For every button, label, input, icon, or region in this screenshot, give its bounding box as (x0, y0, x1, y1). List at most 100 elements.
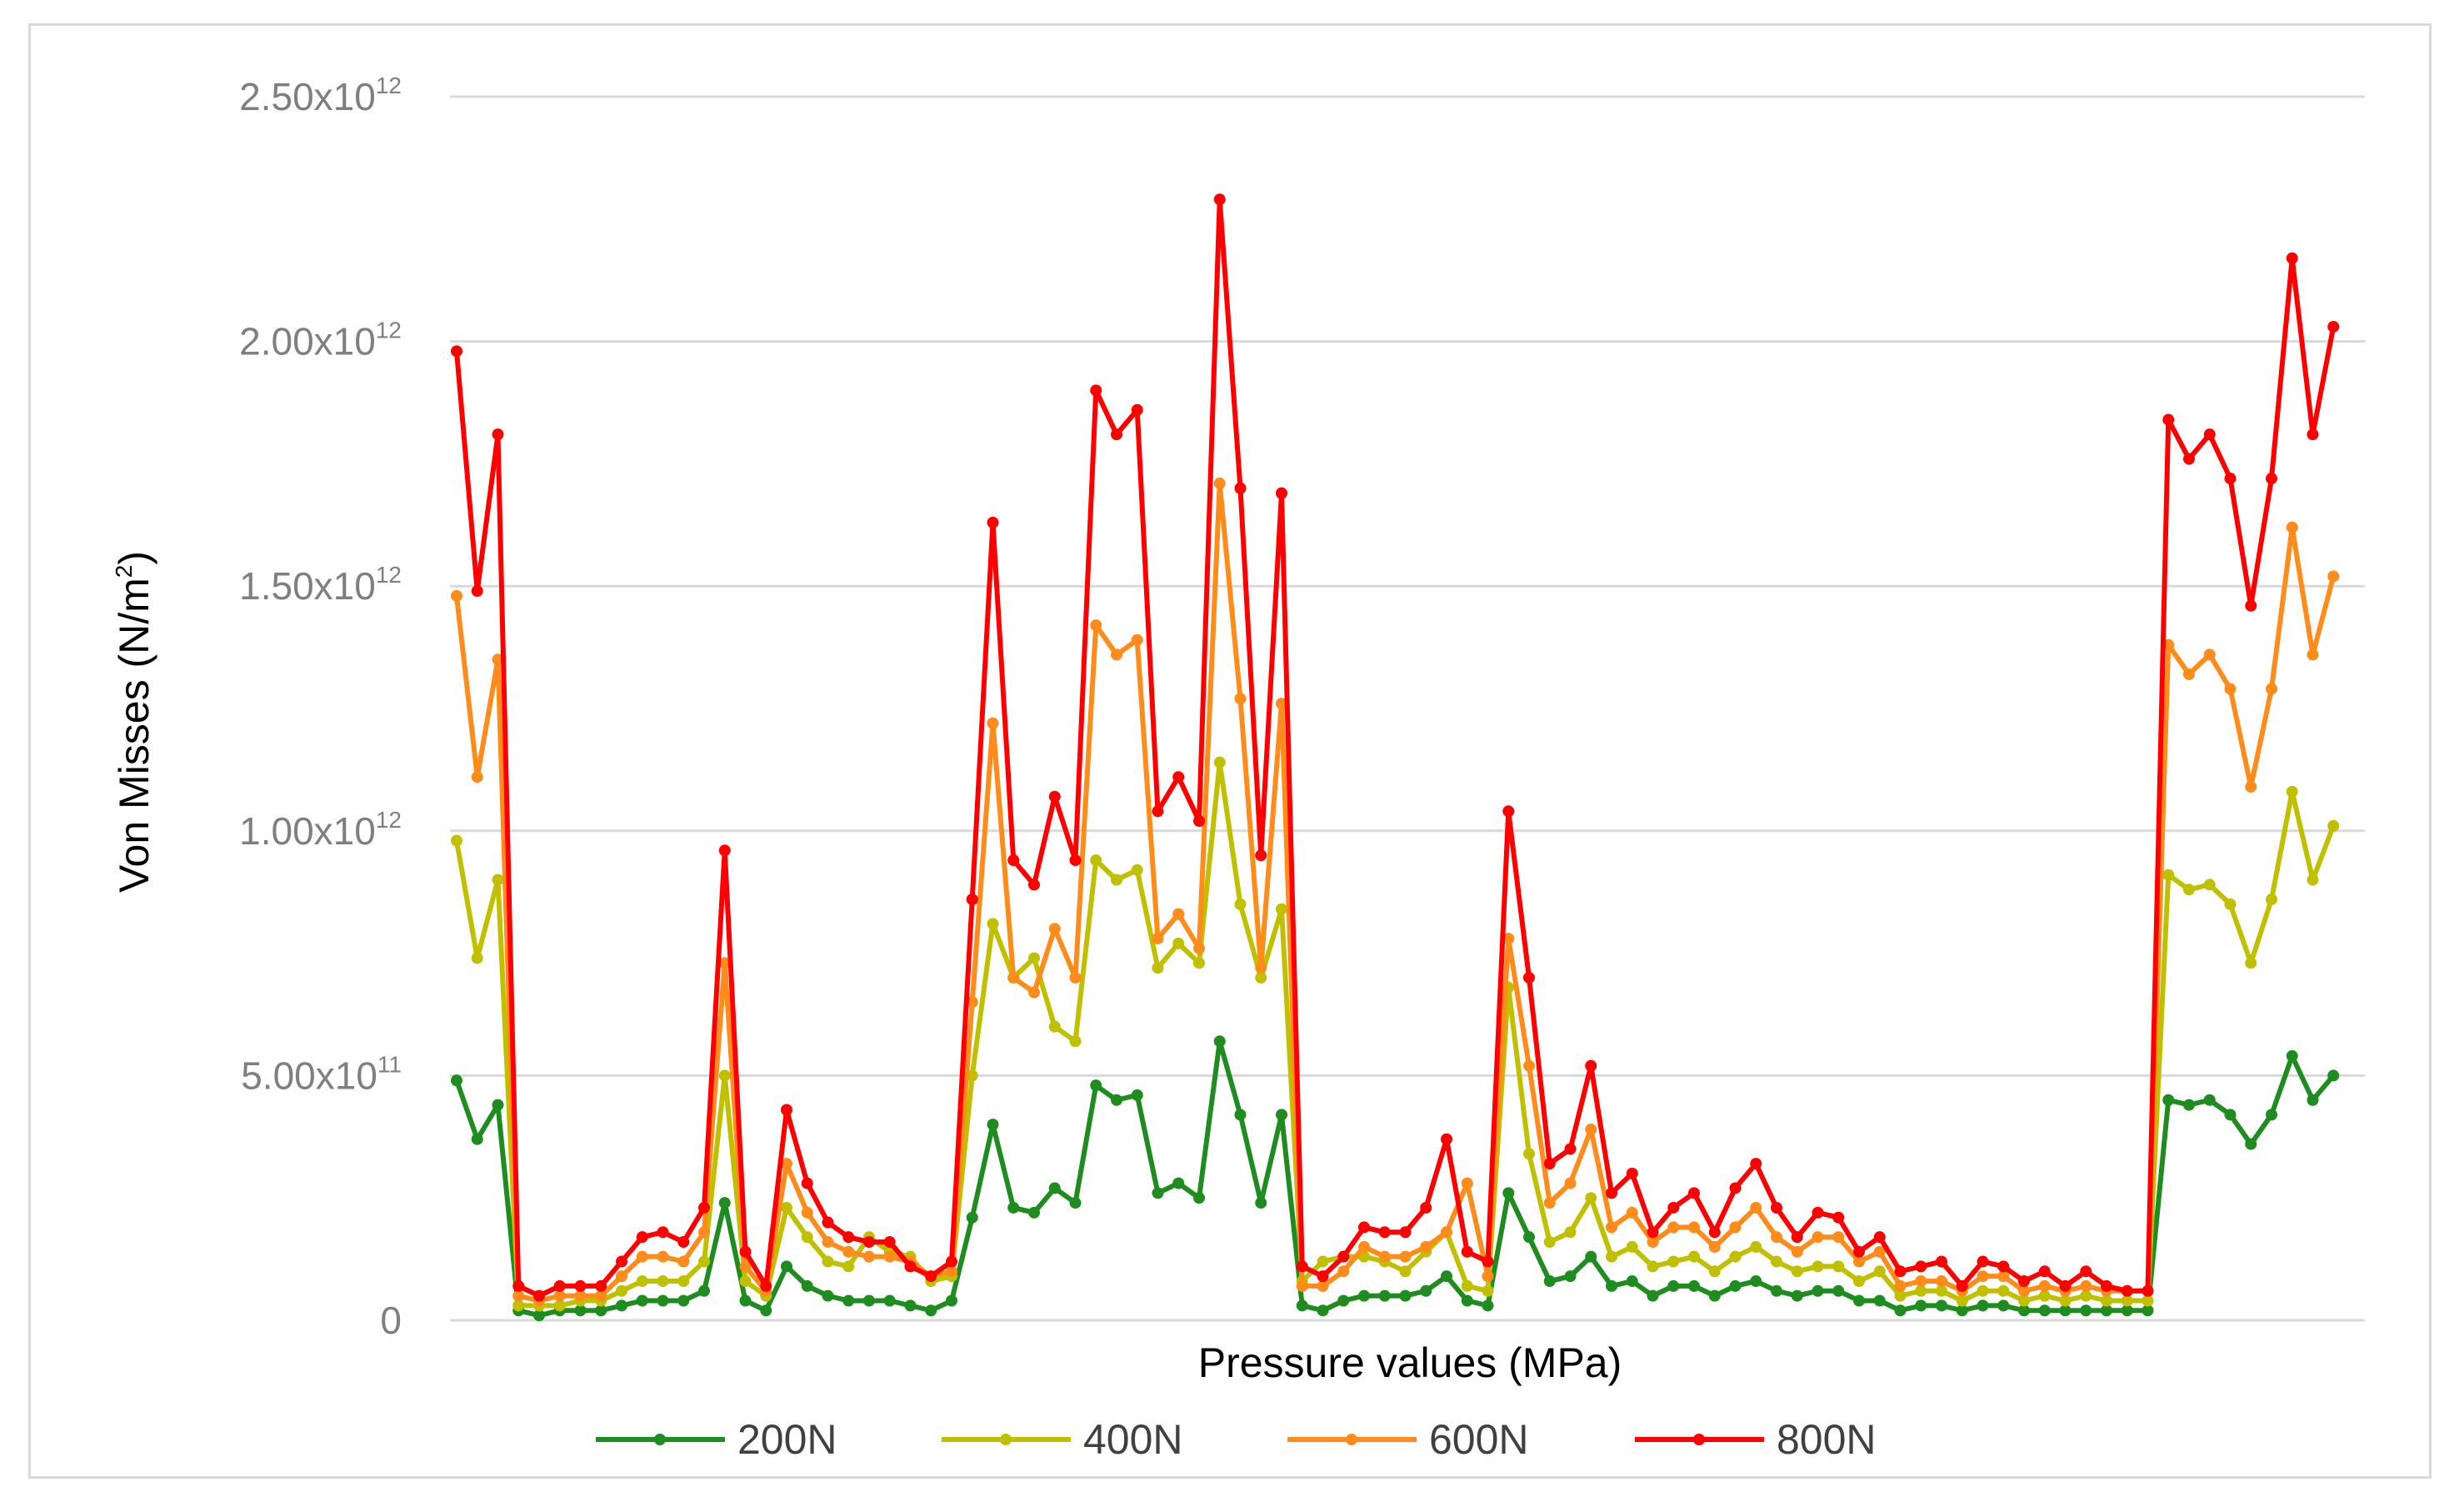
data-point (1936, 1275, 1947, 1288)
data-point (1688, 1221, 1700, 1234)
data-point (1688, 1187, 1700, 1199)
data-point (842, 1294, 855, 1307)
data-point (512, 1299, 525, 1312)
data-point (1152, 932, 1164, 944)
data-point (718, 844, 731, 857)
series-line-600N (454, 480, 2337, 1304)
data-point (2059, 1279, 2072, 1292)
data-point (1997, 1260, 2010, 1273)
data-point (2018, 1304, 2030, 1317)
gridlines (450, 95, 2365, 1322)
data-point (1543, 1275, 1556, 1288)
data-point (1956, 1279, 1968, 1292)
data-point (2203, 428, 2216, 441)
data-point (781, 1104, 792, 1116)
data-point (966, 1211, 978, 1224)
data-point (1111, 428, 1122, 441)
data-point (1276, 1109, 1287, 1121)
data-point (471, 771, 483, 784)
data-point (2162, 869, 2175, 881)
data-point (842, 1231, 855, 1244)
data-point (1606, 1187, 1617, 1199)
data-point (471, 952, 483, 964)
data-point (1090, 854, 1102, 867)
data-point (2286, 521, 2298, 533)
data-point (1791, 1265, 1803, 1278)
data-point (1750, 1275, 1762, 1288)
data-point (512, 1279, 525, 1292)
data-point (987, 717, 999, 729)
data-point (2162, 1094, 2175, 1106)
data-point (1172, 1177, 1185, 1189)
data-point (2101, 1304, 2112, 1317)
data-point (1626, 1275, 1638, 1288)
data-point (1358, 1240, 1370, 1253)
data-point (1461, 1294, 1473, 1307)
data-point (1482, 1255, 1494, 1268)
data-point (781, 1158, 792, 1170)
data-point (533, 1289, 545, 1302)
data-point (1771, 1201, 1782, 1214)
data-point (2080, 1304, 2092, 1317)
data-point (2203, 1094, 2216, 1106)
data-point (781, 1201, 792, 1214)
data-point (739, 1245, 752, 1258)
data-point (946, 1294, 957, 1307)
legend-swatch-marker (1000, 1434, 1012, 1445)
data-point (1441, 1270, 1452, 1283)
data-point (1750, 1240, 1762, 1253)
data-point (1152, 962, 1164, 974)
data-point (1812, 1231, 1824, 1244)
data-point (1915, 1299, 1927, 1312)
data-point (2038, 1289, 2051, 1302)
data-point (1028, 1206, 1040, 1219)
data-point (1172, 908, 1185, 920)
data-point (842, 1245, 855, 1258)
data-point (966, 894, 978, 906)
data-point (1997, 1299, 2010, 1312)
y-tick-label: 2.50x1012 (239, 73, 402, 118)
data-point (1977, 1284, 1989, 1297)
y-axis-ticks: 0 5.00x1011 1.00x1012 1.50x1012 2.00x1012 2.5… (239, 73, 402, 1342)
data-point (1606, 1279, 1617, 1292)
data-point (2018, 1294, 2030, 1307)
data-point (1564, 1270, 1577, 1283)
data-point (1172, 937, 1185, 949)
data-point (1234, 482, 1247, 494)
data-point (863, 1236, 875, 1249)
data-point (1152, 805, 1164, 818)
data-point (2101, 1294, 2112, 1307)
data-point (616, 1255, 627, 1268)
data-point (1276, 487, 1287, 499)
data-point (822, 1289, 834, 1302)
data-point (718, 1069, 731, 1082)
data-point (987, 1119, 999, 1131)
data-point (2286, 785, 2298, 798)
data-point (1564, 1226, 1577, 1239)
data-point (1812, 1284, 1824, 1297)
data-point (1255, 1197, 1267, 1209)
data-point (781, 1260, 792, 1273)
data-point (1337, 1250, 1350, 1263)
data-point (1812, 1206, 1824, 1219)
data-point (2183, 884, 2195, 896)
data-point (1585, 1250, 1597, 1263)
data-point (657, 1294, 669, 1307)
data-point (1234, 693, 1247, 705)
data-point (1461, 1279, 1473, 1292)
data-point (574, 1304, 587, 1317)
data-point (1358, 1289, 1370, 1302)
data-point (739, 1260, 752, 1273)
data-point (2224, 1109, 2237, 1121)
data-point (1853, 1245, 1865, 1258)
data-point (1606, 1250, 1617, 1263)
data-point (1832, 1231, 1845, 1244)
data-point (822, 1236, 834, 1249)
data-point (1255, 962, 1267, 974)
data-point (492, 874, 504, 886)
data-point (1399, 1265, 1412, 1278)
data-point (2101, 1279, 2112, 1292)
data-point (1750, 1158, 1762, 1170)
data-point (574, 1279, 587, 1292)
chart-frame (28, 23, 2432, 1479)
